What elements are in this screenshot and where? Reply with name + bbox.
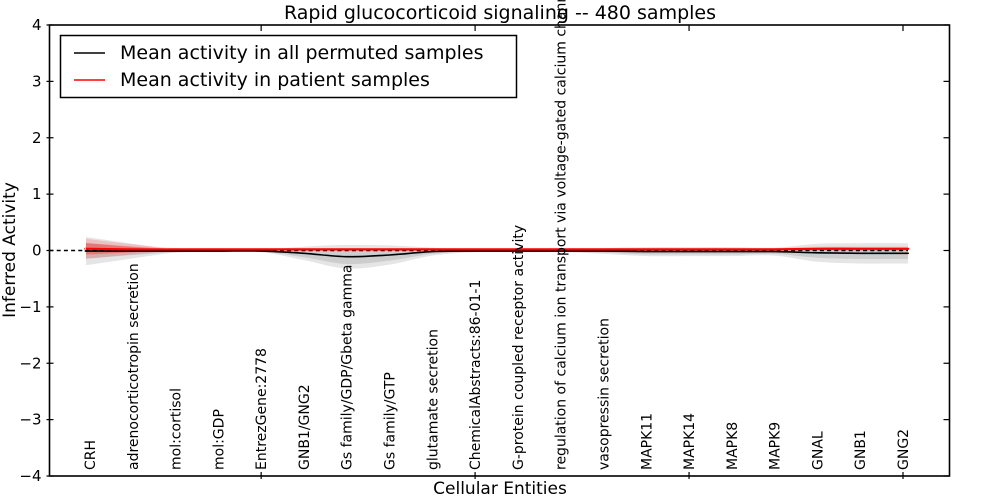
category-label: adrenocorticotropin secretion [126, 263, 142, 470]
category-label: GNAL [810, 431, 826, 470]
category-label: ChemicalAbstracts:86-01-1 [468, 280, 484, 470]
permuted-band-outer [85, 237, 909, 269]
category-label: G-protein coupled receptor activity [511, 225, 527, 470]
category-label: mol:GDP [211, 409, 227, 470]
category-label-layer: CRH adrenocorticotropin secretion mol:cort… [83, 0, 912, 470]
category-label: GNB1/GNG2 [297, 384, 313, 470]
category-label: MAPK14 [682, 413, 698, 470]
category-label: vasopressin secretion [597, 318, 613, 470]
line-layer [49, 247, 910, 258]
category-label: EntrezGene:2778 [254, 348, 270, 470]
y-tick-label: −3 [19, 411, 41, 429]
patient-mean-line [84, 247, 910, 251]
y-axis-label: Inferred Activity [0, 182, 20, 318]
category-label: GNG2 [896, 429, 912, 470]
y-tick-label: 3 [32, 72, 42, 90]
category-label: MAPK9 [768, 422, 784, 470]
legend-label-patient: Mean activity in patient samples [120, 69, 430, 91]
legend-label-permuted: Mean activity in all permuted samples [120, 42, 483, 64]
y-tick-label: 1 [32, 185, 42, 203]
category-label: MAPK11 [639, 413, 655, 470]
permuted-mean-line [84, 250, 909, 258]
y-tick-label: −1 [19, 298, 41, 316]
legend: Mean activity in all permuted samples Me… [59, 34, 518, 99]
category-label: glutamate secretion [425, 329, 441, 470]
category-label: MAPK8 [725, 422, 741, 470]
category-label: GNB1 [853, 430, 869, 470]
category-label: Gs family/GDP/Gbeta gamma [340, 265, 356, 471]
chart-title: Rapid glucocorticoid signaling -- 480 sa… [284, 2, 716, 24]
y-tick-label: 4 [32, 16, 42, 34]
category-label: mol:cortisol [169, 388, 185, 470]
axes-frame [48, 24, 951, 477]
band-layer [85, 237, 909, 269]
y-tick-label: 0 [32, 242, 42, 260]
category-label: CRH [83, 440, 99, 470]
legend-box [59, 34, 518, 99]
x-axis-label: Cellular Entities [433, 479, 567, 499]
category-label: Gs family/GTP [383, 372, 399, 470]
y-tick-label: 2 [32, 129, 42, 147]
y-tick-label: −4 [19, 467, 41, 485]
permuted-band-inner [85, 243, 909, 265]
category-label: regulation of calcium ion transport via … [554, 0, 570, 470]
y-tick-label: −2 [19, 354, 41, 372]
